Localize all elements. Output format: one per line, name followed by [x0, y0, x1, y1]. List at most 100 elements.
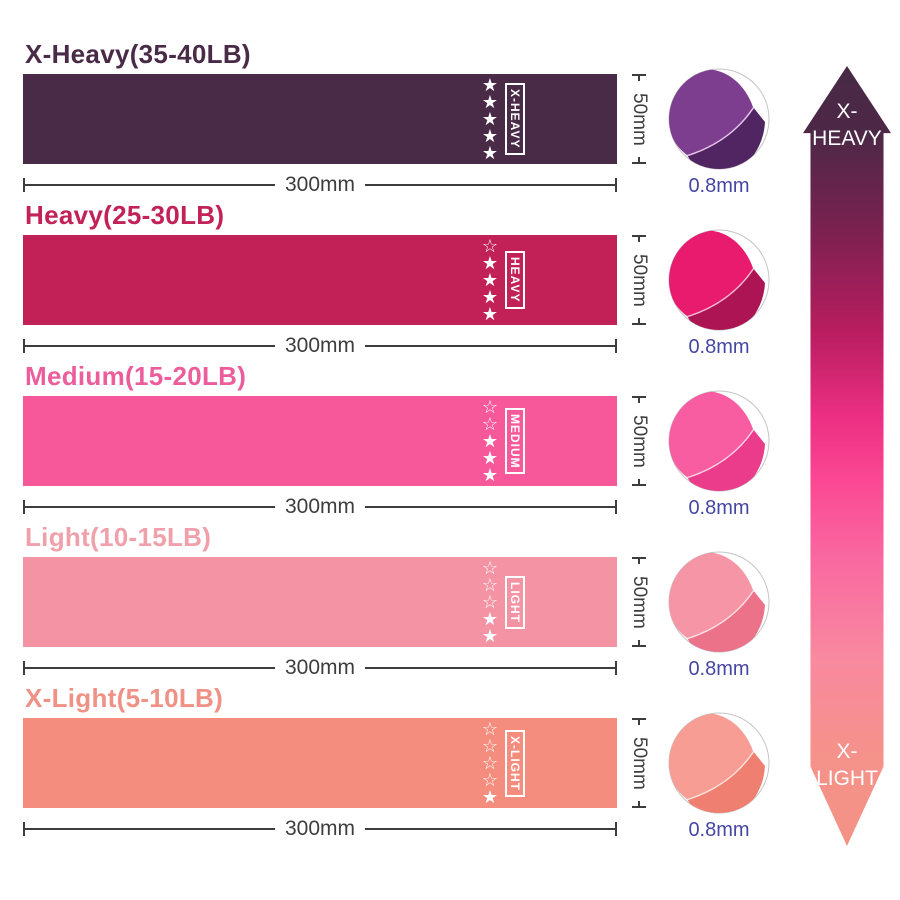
star-rating: ☆ ☆ ☆ ☆ ★ [478, 720, 502, 806]
band-row-heavy: Heavy(25-30LB) ☆ ★ ★ ★ ★ HEAVY 50mm 300mm [0, 199, 900, 360]
difficulty-arrow: X- HEAVY X- LIGHT [803, 66, 891, 846]
star-icon-filled: ★ [481, 74, 499, 95]
star-icon-outline: ☆ [481, 557, 499, 578]
dimension-line [25, 667, 275, 669]
band-fold-photo-icon [668, 712, 770, 814]
band-title: Medium(15-20LB) [25, 361, 247, 391]
dimension-line [25, 828, 275, 830]
band-thumbnail: 0.8mm [666, 550, 772, 681]
band-swatch: ☆ ☆ ☆ ☆ ★ X-LIGHT [23, 718, 617, 808]
star-icon-filled: ★ [481, 447, 499, 468]
dimension-tick-icon [23, 339, 25, 353]
star-icon-outline: ☆ [481, 769, 499, 790]
height-dimension: 50mm [626, 235, 652, 325]
height-dimension-label: 50mm [629, 414, 650, 468]
dimension-line [365, 184, 615, 186]
thickness-label: 0.8mm [688, 175, 750, 197]
star-icon-filled: ★ [481, 108, 499, 129]
arrow-top-label-line2: HEAVY [812, 127, 882, 150]
band-rating: ☆ ★ ★ ★ ★ HEAVY [478, 235, 525, 325]
height-dimension-label: 50mm [629, 736, 650, 790]
band-rating: ☆ ☆ ★ ★ ★ MEDIUM [478, 396, 525, 486]
star-icon-outline: ☆ [481, 735, 499, 756]
dimension-tick-icon [615, 500, 617, 514]
band-thumbnail: 0.8mm [666, 228, 772, 359]
height-dimension: 50mm [626, 396, 652, 486]
star-icon-filled: ★ [481, 286, 499, 307]
width-dimension: 300mm [23, 818, 617, 840]
dimension-tick-icon [615, 339, 617, 353]
dimension-tick-icon [23, 500, 25, 514]
star-icon-filled: ★ [481, 430, 499, 451]
band-row-light: Light(10-15LB) ☆ ☆ ☆ ★ ★ LIGHT 50mm 300mm [0, 521, 900, 682]
band-rating: ☆ ☆ ☆ ☆ ★ X-LIGHT [478, 718, 525, 808]
dimension-tick-icon [615, 661, 617, 675]
band-swatch: ☆ ☆ ★ ★ ★ MEDIUM [23, 396, 617, 486]
band-rating: ★ ★ ★ ★ ★ X-HEAVY [478, 74, 525, 164]
height-dimension: 50mm [626, 557, 652, 647]
dimension-tick-icon [23, 661, 25, 675]
star-icon-filled: ★ [481, 625, 499, 646]
dimension-tick-icon [632, 718, 646, 725]
dimension-tick-icon [632, 639, 646, 647]
star-icon-filled: ★ [481, 252, 499, 273]
thickness-label: 0.8mm [688, 497, 750, 519]
band-label-tag: X-LIGHT [505, 729, 525, 797]
star-icon-outline: ☆ [481, 752, 499, 773]
height-dimension: 50mm [626, 718, 652, 808]
dimension-tick-icon [632, 317, 646, 325]
star-icon-outline: ☆ [481, 413, 499, 434]
band-fold-photo-icon [668, 390, 770, 492]
band-swatch: ☆ ★ ★ ★ ★ HEAVY [23, 235, 617, 325]
star-icon-filled: ★ [481, 125, 499, 146]
dimension-line [365, 345, 615, 347]
dimension-tick-icon [615, 178, 617, 192]
band-fold-photo-icon [668, 68, 770, 170]
arrow-top-label: X- HEAVY [803, 98, 891, 152]
band-fold-photo-icon [668, 229, 770, 331]
width-dimension-label: 300mm [284, 656, 356, 679]
thickness-label: 0.8mm [688, 658, 750, 680]
star-icon-filled: ★ [481, 464, 499, 485]
band-thumbnail: 0.8mm [666, 389, 772, 520]
star-rating: ★ ★ ★ ★ ★ [478, 74, 502, 163]
band-title: Heavy(25-30LB) [25, 200, 225, 230]
band-rating: ☆ ☆ ☆ ★ ★ LIGHT [478, 557, 525, 647]
dimension-line [365, 828, 615, 830]
dimension-tick-icon [632, 235, 646, 242]
width-dimension: 300mm [23, 174, 617, 196]
dimension-tick-icon [632, 396, 646, 403]
arrow-top-label-line1: X- [836, 100, 858, 123]
width-dimension: 300mm [23, 657, 617, 679]
width-dimension-label: 300mm [284, 334, 356, 357]
arrow-bottom-label: X- LIGHT [803, 738, 891, 792]
arrow-bottom-label-line2: LIGHT [816, 767, 878, 790]
dimension-line [365, 506, 615, 508]
star-rating: ☆ ★ ★ ★ ★ [478, 237, 502, 324]
star-icon-filled: ★ [481, 269, 499, 290]
arrow-bottom-label-line1: X- [836, 740, 858, 763]
dimension-line [365, 667, 615, 669]
band-thumbnail: 0.8mm [666, 711, 772, 842]
dimension-tick-icon [632, 156, 646, 164]
star-icon-filled: ★ [481, 142, 499, 163]
dimension-tick-icon [632, 557, 646, 564]
width-dimension-label: 300mm [284, 173, 356, 196]
star-icon-filled: ★ [481, 303, 499, 324]
dimension-tick-icon [23, 822, 25, 836]
band-title: X-Heavy(35-40LB) [25, 39, 251, 69]
height-dimension: 50mm [626, 74, 652, 164]
star-icon-outline: ☆ [481, 574, 499, 595]
band-fold-photo-icon [668, 551, 770, 653]
star-icon-outline: ☆ [481, 591, 499, 612]
dimension-line [25, 345, 275, 347]
width-dimension-label: 300mm [284, 495, 356, 518]
star-rating: ☆ ☆ ★ ★ ★ [478, 398, 502, 485]
dimension-tick-icon [632, 74, 646, 81]
band-swatch: ★ ★ ★ ★ ★ X-HEAVY [23, 74, 617, 164]
dimension-tick-icon [615, 822, 617, 836]
height-dimension-label: 50mm [629, 92, 650, 146]
dimension-line [25, 506, 275, 508]
band-thumbnail: 0.8mm [666, 67, 772, 198]
thickness-label: 0.8mm [688, 336, 750, 358]
